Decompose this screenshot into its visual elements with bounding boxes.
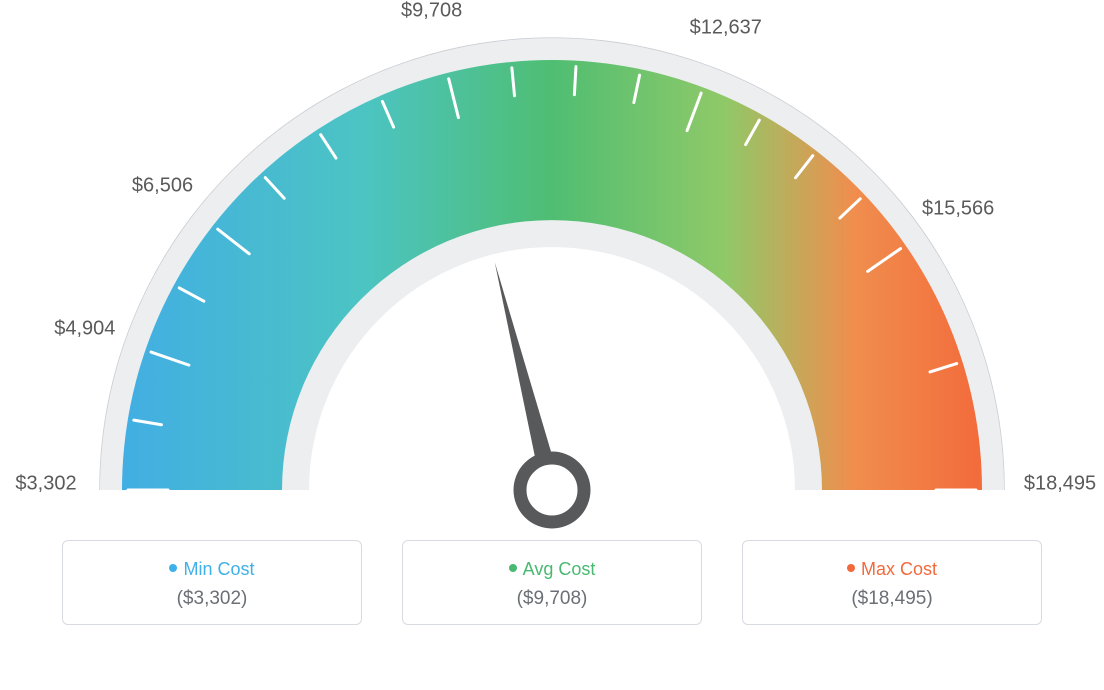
gauge-chart: $3,302 $4,904 $6,506 $9,708 $12,637 $15,566 $1… <box>0 0 1104 560</box>
gauge-tick-label: $15,566 <box>922 197 994 220</box>
legend-title-text: Avg Cost <box>523 559 596 579</box>
legend-title-max: Max Cost <box>753 559 1031 580</box>
legend-title-min: Min Cost <box>73 559 351 580</box>
gauge-tick-label: $6,506 <box>132 175 193 198</box>
legend-title-text: Max Cost <box>861 559 937 579</box>
gauge-svg <box>0 0 1104 560</box>
legend-title-avg: Avg Cost <box>413 559 691 580</box>
gauge-tick-label: $3,302 <box>15 473 76 496</box>
gauge-tick-label: $4,904 <box>54 318 115 341</box>
legend-dot-icon <box>169 564 177 572</box>
legend-value-max: ($18,495) <box>753 588 1031 610</box>
legend-title-text: Min Cost <box>183 559 254 579</box>
legend-value-min: ($3,302) <box>73 588 351 610</box>
legend-dot-icon <box>509 564 517 572</box>
legend-dot-icon <box>847 564 855 572</box>
gauge-tick-label: $12,637 <box>690 16 762 39</box>
gauge-tick-label: $9,708 <box>401 0 462 22</box>
gauge-tick-label: $18,495 <box>1024 473 1096 496</box>
legend-value-avg: ($9,708) <box>413 588 691 610</box>
